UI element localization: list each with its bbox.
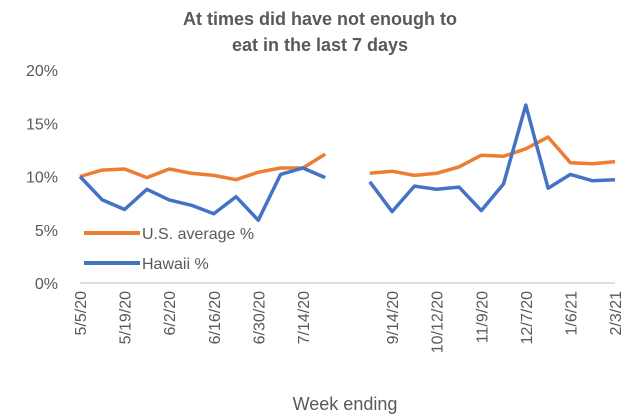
y-tick-label: 15% — [26, 116, 58, 133]
x-tick-label: 10/12/20 — [430, 291, 447, 353]
series-line — [78, 103, 616, 222]
chart-title: At times did have not enough to eat in t… — [183, 9, 457, 55]
x-tick-label: 11/9/20 — [474, 291, 491, 343]
x-tick-label: 12/7/20 — [519, 291, 536, 344]
series-line — [79, 135, 616, 182]
legend-label: Hawaii % — [142, 256, 209, 273]
x-tick-label: 2/3/21 — [608, 291, 625, 336]
y-tick-label: 10% — [26, 170, 58, 187]
x-tick-label: 1/6/21 — [563, 291, 580, 336]
x-tick-label: 6/16/20 — [207, 291, 224, 344]
y-tick-label: 20% — [26, 63, 58, 80]
x-tick-label: 5/5/20 — [73, 291, 90, 336]
y-tick-label: 0% — [35, 276, 58, 293]
x-tick-label: 6/30/20 — [251, 291, 268, 344]
x-tick-label: 5/19/20 — [118, 291, 135, 344]
x-tick-label: 9/14/20 — [385, 291, 402, 344]
x-tick-label: 6/2/20 — [162, 291, 179, 336]
y-tick-label: 5% — [35, 223, 58, 240]
x-axis-label: Week ending — [293, 394, 398, 414]
x-tick-label: 7/14/20 — [296, 291, 313, 344]
legend-label: U.S. average % — [142, 226, 254, 243]
